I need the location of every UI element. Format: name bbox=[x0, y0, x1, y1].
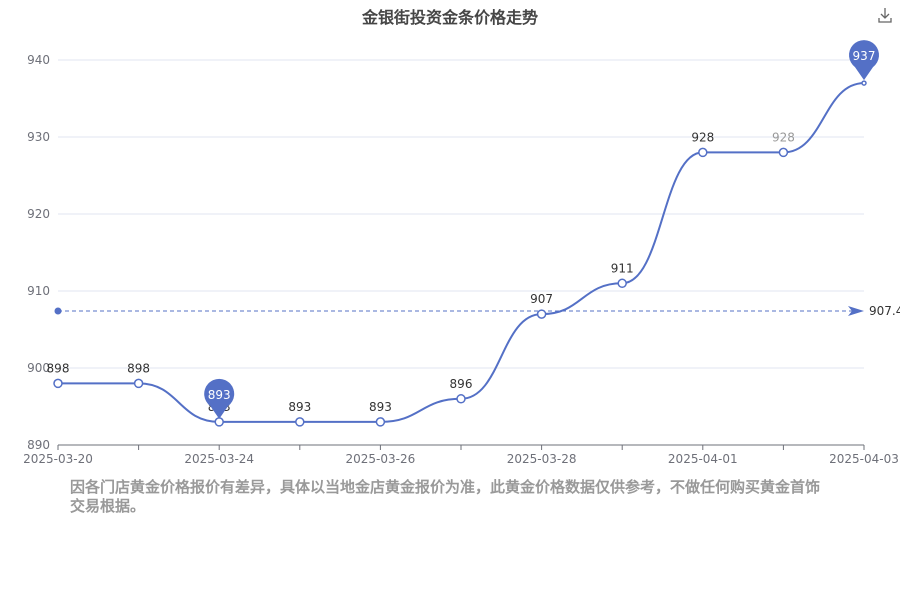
y-tick-label: 890 bbox=[27, 438, 50, 452]
data-label: 893 bbox=[288, 400, 311, 414]
min-marker-shape bbox=[204, 378, 235, 419]
x-tick-label: 2025-04-01 bbox=[668, 452, 738, 466]
y-tick-label: 910 bbox=[27, 284, 50, 298]
max-marker-label: 937 bbox=[853, 49, 876, 63]
data-point bbox=[778, 147, 789, 158]
average-line-start bbox=[54, 307, 62, 315]
data-label: 896 bbox=[450, 377, 473, 391]
y-tick-label: 920 bbox=[27, 207, 50, 221]
x-tick-label: 2025-03-28 bbox=[507, 452, 577, 466]
y-tick-label: 940 bbox=[27, 53, 50, 67]
data-point bbox=[133, 378, 144, 389]
y-tick-label: 930 bbox=[27, 130, 50, 144]
data-point bbox=[617, 278, 627, 289]
min-marker-label: 893 bbox=[208, 388, 231, 402]
max-marker: 937 bbox=[849, 40, 880, 81]
download-icon[interactable] bbox=[876, 6, 894, 24]
data-point bbox=[214, 417, 224, 427]
data-label: 893 bbox=[369, 400, 392, 414]
data-point bbox=[536, 309, 547, 319]
average-line-label: 907.4 bbox=[869, 304, 900, 318]
data-label: 907 bbox=[530, 292, 553, 306]
average-line-arrow bbox=[848, 306, 864, 317]
data-label: 928 bbox=[691, 130, 714, 144]
disclaimer-text: 因各门店黄金价格报价有差异，具体以当地金店黄金报价为准，此黄金价格数据仅供参考，… bbox=[70, 478, 821, 515]
data-point bbox=[698, 147, 708, 158]
x-tick-label: 2025-03-20 bbox=[23, 452, 93, 466]
x-tick-label: 2025-03-24 bbox=[184, 452, 254, 466]
y-tick-label: 900 bbox=[27, 361, 50, 375]
min-marker: 893 bbox=[204, 378, 235, 419]
data-label: 898 bbox=[127, 361, 150, 375]
max-marker-shape bbox=[849, 40, 880, 81]
data-point bbox=[295, 417, 305, 427]
data-point bbox=[375, 417, 386, 427]
data-label: 928 bbox=[772, 130, 795, 144]
chart-title: 金银街投资金条价格走势 bbox=[361, 8, 538, 27]
x-tick-label: 2025-04-03 bbox=[829, 452, 899, 466]
data-label: 911 bbox=[611, 261, 634, 275]
data-label: 898 bbox=[47, 361, 70, 375]
data-point bbox=[456, 394, 466, 404]
data-point bbox=[861, 80, 867, 86]
series-line bbox=[58, 82, 865, 423]
data-point bbox=[53, 378, 63, 389]
x-tick-label: 2025-03-26 bbox=[346, 452, 416, 466]
